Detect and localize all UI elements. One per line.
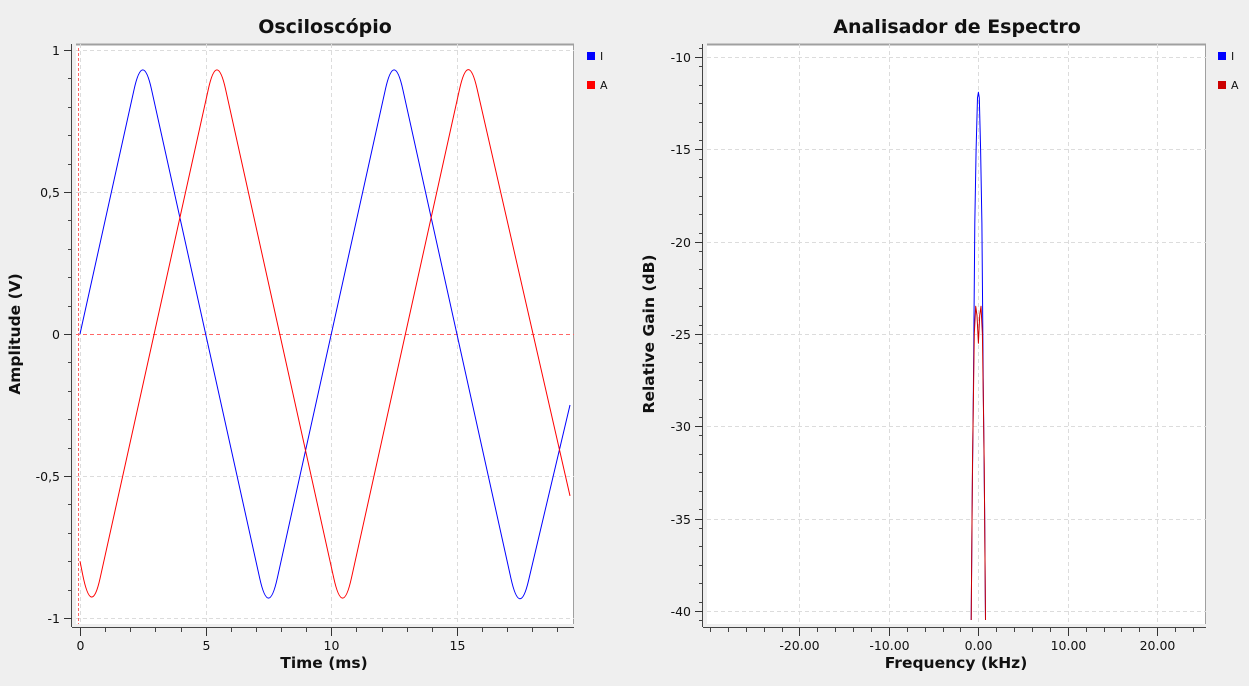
osc-x-tick-label-3: 15 <box>450 638 466 653</box>
spec-legend-swatch-I <box>1218 52 1226 60</box>
spec-y-tick-label-5: -15 <box>671 142 691 157</box>
osc-y-tick-label-4: 1 <box>52 43 60 58</box>
spec-y-tick-label-3: -25 <box>671 327 691 342</box>
osc-x-tick-label-1: 5 <box>203 638 211 653</box>
spec-legend-label-I: I <box>1231 50 1234 63</box>
spec-y-tick-label-1: -35 <box>671 512 691 527</box>
osc-x-tick-label-2: 10 <box>324 638 340 653</box>
spec-x-tick-label-0: -20.00 <box>779 638 819 653</box>
oscilloscope-panel: -1 -0,5 0 0,5 1 0 5 10 15 I A Osciloscópio Time (ms)… <box>0 0 620 686</box>
spec-x-tick-label-2: 0.00 <box>965 638 993 653</box>
spec-y-tick-label-6: -10 <box>671 50 691 65</box>
osc-series-A-line <box>79 69 571 599</box>
spec-y-tick-label-4: -20 <box>671 235 691 250</box>
spectrum-analyzer-panel: -40 -35 -30 -25 -20 -15 -10 -20.00 -10.00 0.00 10.… <box>622 0 1249 686</box>
osc-series-I-line <box>79 69 571 600</box>
spec-plot-area <box>707 44 1206 624</box>
spec-x-tick-label-4: 20.00 <box>1140 638 1176 653</box>
osc-legend-swatch-I <box>587 52 595 60</box>
osc-x-tick-label-0: 0 <box>77 638 85 653</box>
osc-y-tick-label-0: -1 <box>48 611 60 626</box>
oscilloscope-title: Osciloscópio <box>258 16 392 38</box>
osc-y-tick-label-2: 0 <box>52 327 60 342</box>
oscilloscope-y-axis-label: Amplitude (V) <box>6 273 24 394</box>
spec-series-A-line <box>970 305 986 621</box>
spec-legend-label-A: A <box>1231 79 1239 92</box>
spec-legend-swatch-A <box>1218 81 1226 89</box>
spec-y-tick-label-2: -30 <box>671 419 691 434</box>
osc-legend-label-I: I <box>600 50 603 63</box>
spec-x-tick-label-3: 10.00 <box>1051 638 1087 653</box>
spectrum-y-axis-label: Relative Gain (dB) <box>640 255 658 414</box>
osc-y-tick-label-1: -0,5 <box>36 469 60 484</box>
osc-y-tick-label-3: 0,5 <box>40 185 60 200</box>
spectrum-x-axis-label: Frequency (kHz) <box>885 654 1028 672</box>
spec-x-tick-label-1: -10.00 <box>869 638 909 653</box>
osc-legend-swatch-A <box>587 81 595 89</box>
osc-legend-label-A: A <box>600 79 608 92</box>
oscilloscope-x-axis-label: Time (ms) <box>280 654 368 672</box>
spectrum-chart[interactable]: -40 -35 -30 -25 -20 -15 -10 -20.00 -10.00 0.00 10.… <box>622 0 1249 686</box>
spec-y-tick-label-0: -40 <box>671 604 691 619</box>
spectrum-title: Analisador de Espectro <box>833 16 1081 38</box>
